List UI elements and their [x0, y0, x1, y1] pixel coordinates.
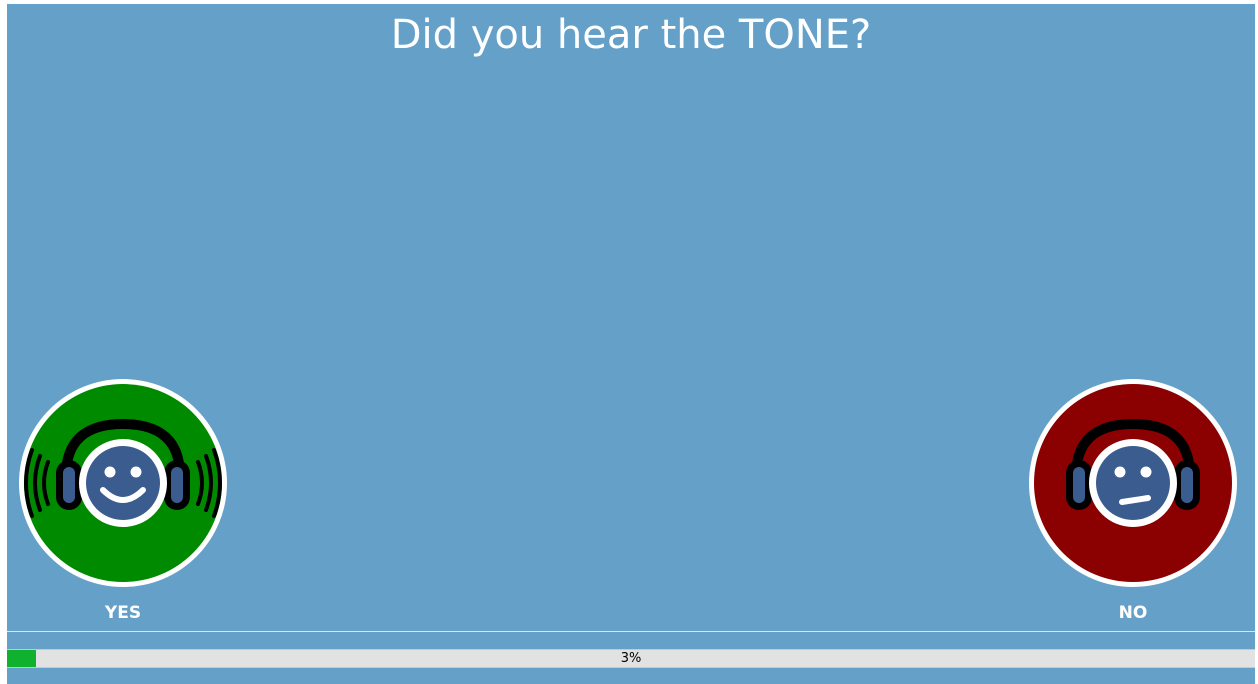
yes-label: YES	[104, 603, 142, 623]
question-title: Did you hear the TONE?	[390, 12, 872, 58]
progress-percent-text: 3%	[620, 651, 642, 666]
no-answer-button[interactable]: NO	[1026, 376, 1240, 623]
yes-answer-button[interactable]: YES	[16, 376, 230, 623]
no-label: NO	[1118, 603, 1148, 623]
progress-bar: 3%	[7, 649, 1255, 668]
divider	[7, 631, 1255, 632]
hearing-test-screen: Did you hear the TONE?	[7, 4, 1255, 684]
headphones-smiling-face-icon	[19, 379, 227, 587]
headphones-neutral-face-icon	[1029, 379, 1237, 587]
progress-bar-fill	[7, 650, 37, 667]
